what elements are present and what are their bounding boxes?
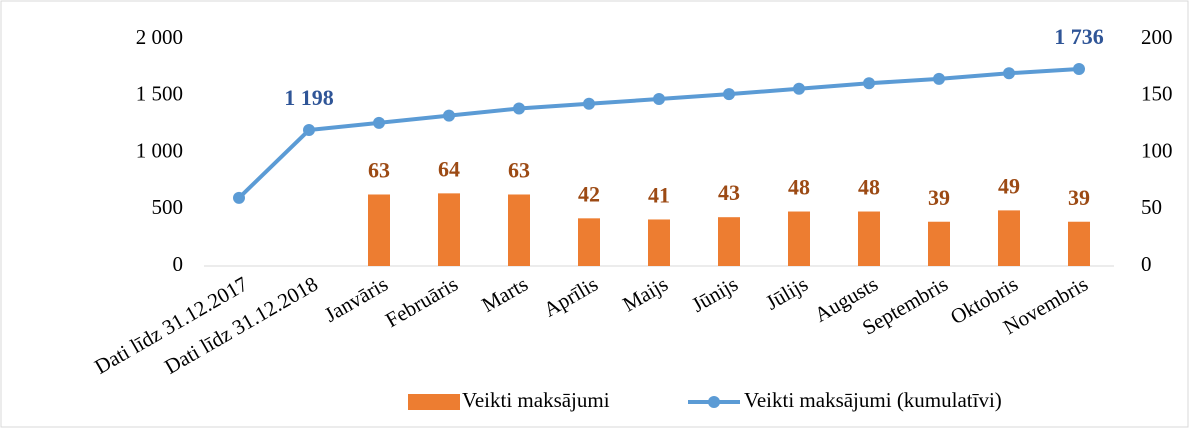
line-point: [583, 97, 595, 110]
bar: [508, 194, 530, 266]
y2-tick-label: 0: [1141, 252, 1152, 276]
y2-tick-label: 50: [1141, 195, 1162, 219]
line-point: [723, 88, 735, 101]
bar-label: 41: [648, 183, 670, 208]
line-point: [1003, 67, 1015, 80]
bar: [858, 211, 880, 266]
y-tick-label: 2 000: [136, 25, 183, 49]
line-point: [1073, 62, 1085, 75]
bar-label: 39: [1068, 185, 1090, 210]
bar: [1068, 221, 1090, 266]
bar-label: 48: [788, 175, 810, 200]
y-tick-label: 1 000: [136, 138, 183, 162]
y2-tick-label: 150: [1141, 82, 1173, 106]
bar: [718, 217, 740, 266]
bar: [578, 218, 600, 266]
y-tick-label: 0: [173, 252, 184, 276]
y-tick-label: 1 500: [136, 82, 183, 106]
bar-label: 48: [858, 175, 880, 200]
bar: [928, 221, 950, 266]
y-tick-label: 500: [152, 195, 184, 219]
line-point: [443, 109, 455, 122]
line-label: 1 198: [284, 85, 334, 110]
line-point: [373, 116, 385, 129]
line-point: [303, 124, 315, 137]
bar-label: 64: [438, 156, 460, 181]
bar-label: 49: [998, 173, 1020, 198]
bar-label: 63: [368, 158, 390, 183]
y2-tick-label: 100: [1141, 138, 1173, 162]
bar: [998, 210, 1020, 266]
line-point: [793, 82, 805, 95]
line-label: 1 736: [1054, 24, 1104, 49]
line-point: [863, 77, 875, 90]
bar-label: 43: [718, 180, 740, 205]
line-point: [233, 191, 245, 204]
bar: [368, 194, 390, 266]
legend-swatch: [408, 394, 460, 410]
legend-label: Veikti maksājumi (kumulatīvi): [744, 388, 1002, 412]
bar-label: 63: [508, 158, 530, 183]
line-point: [513, 102, 525, 115]
bar-label: 42: [578, 181, 600, 206]
line-point: [933, 72, 945, 85]
line-point: [653, 93, 665, 106]
legend-label: Veikti maksājumi: [462, 388, 610, 412]
bar: [648, 219, 670, 266]
legend-marker: [708, 396, 720, 408]
bar: [788, 211, 810, 266]
bar-label: 39: [928, 185, 950, 210]
bar: [438, 193, 460, 266]
y2-tick-label: 200: [1141, 25, 1173, 49]
